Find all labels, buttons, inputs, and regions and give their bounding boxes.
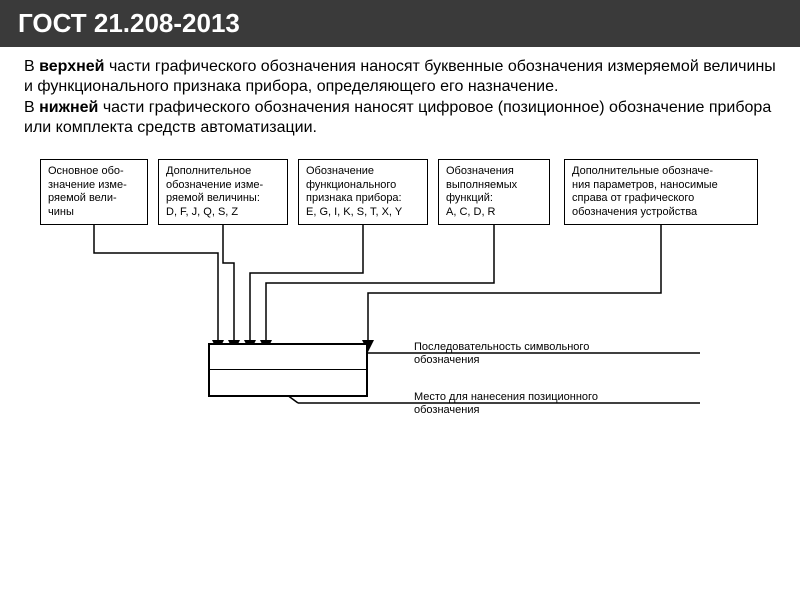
target-divider <box>210 369 366 370</box>
diagram-box-5: Дополнительные обозначе- ния параметров,… <box>564 159 758 225</box>
description-p2: В нижней части графического обозначения … <box>24 98 776 139</box>
diagram: Основное обо- значение изме- ряемой вели… <box>0 143 800 503</box>
target-symbol-box <box>208 343 368 397</box>
p2-pre: В <box>24 99 39 116</box>
description-block: В верхней части графического обозначения… <box>0 47 800 143</box>
description-p1: В верхней части графического обозначения… <box>24 57 776 98</box>
label-sequence: Последовательность символьного обозначен… <box>414 341 589 367</box>
header-title: ГОСТ 21.208-2013 <box>18 8 240 38</box>
diagram-box-2: Дополнительное обозначение изме- ряемой … <box>158 159 288 225</box>
diagram-box-1: Основное обо- значение изме- ряемой вели… <box>40 159 148 225</box>
diagram-box-4: Обозначения выполняемых функций: A, C, D… <box>438 159 550 225</box>
p2-post: части графического обозначения наносят ц… <box>24 99 771 136</box>
page-header: ГОСТ 21.208-2013 <box>0 0 800 47</box>
label-position: Место для нанесения позиционного обознач… <box>414 391 598 417</box>
p1-post: части графического обозначения наносят б… <box>24 58 776 95</box>
p2-bold: нижней <box>39 99 98 116</box>
p1-pre: В <box>24 58 39 75</box>
p1-bold: верхней <box>39 58 104 75</box>
diagram-box-3: Обозначение функционального признака при… <box>298 159 428 225</box>
